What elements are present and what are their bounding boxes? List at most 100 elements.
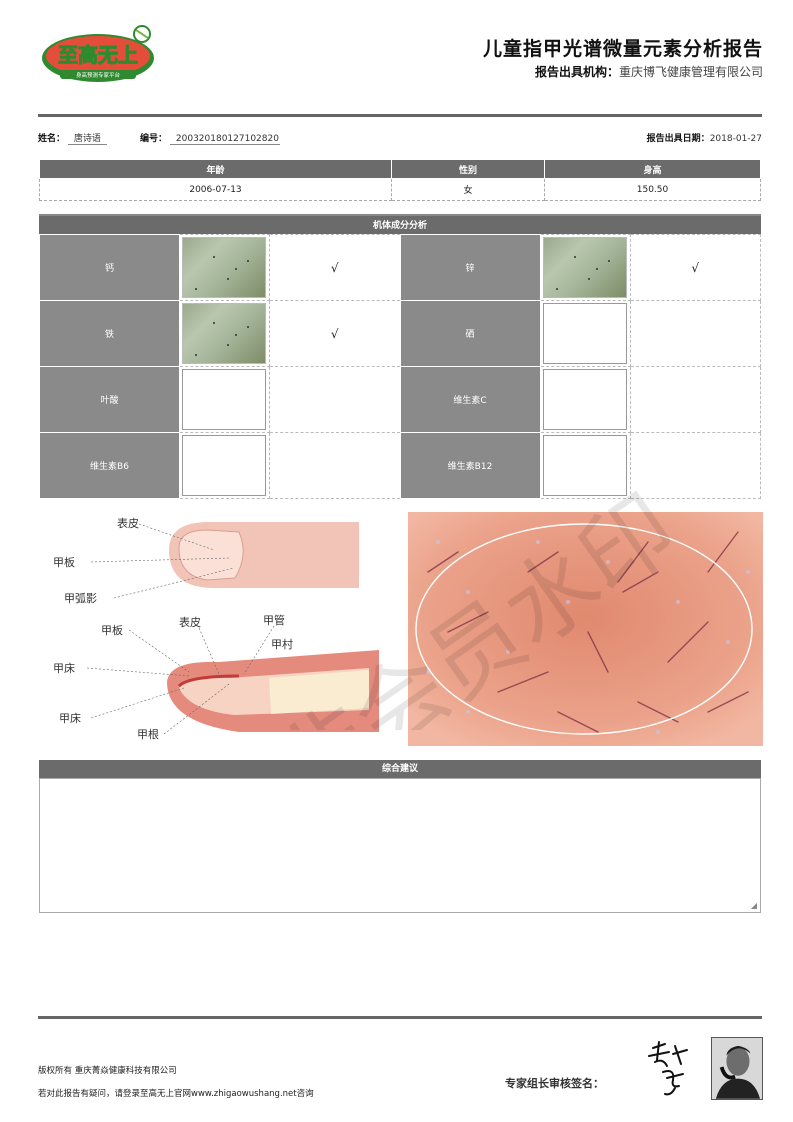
sample-speck xyxy=(235,334,237,336)
element-table: 钙 √ 锌 √ 铁 √ 硒叶酸 维生素C 维生素B6 维生素B12 xyxy=(39,234,761,499)
sample-speck xyxy=(555,288,558,290)
label-nail-plate: 甲板 xyxy=(53,555,75,569)
label-nail-bed-2: 甲床 xyxy=(59,711,81,725)
element-name-right: 硒 xyxy=(399,300,541,367)
sample-speck xyxy=(247,260,249,262)
element-image-cell xyxy=(539,300,631,367)
brand-logo: 至高无上 身高预测专家平台 xyxy=(42,25,154,82)
empty-image-slot xyxy=(542,303,627,364)
patient-name-group: 姓名： 唐诗语 xyxy=(38,131,107,145)
label-lunula: 甲弧影 xyxy=(64,591,97,605)
element-image-cell xyxy=(179,300,270,367)
header-divider xyxy=(38,114,762,117)
height-header: 身高 xyxy=(544,159,761,179)
name-label: 姓名： xyxy=(38,134,66,144)
copyright-text: 版权所有 重庆菁焱健康科技有限公司 xyxy=(38,1066,177,1076)
gender-header: 性别 xyxy=(391,159,545,179)
sample-speck xyxy=(195,288,197,290)
sample-speck xyxy=(573,256,576,258)
analysis-title: 机体成分分析 xyxy=(39,214,761,234)
element-row: 维生素B6 维生素B12 xyxy=(39,432,761,499)
element-image-cell xyxy=(539,234,631,301)
label-nail-lining: 甲村 xyxy=(271,637,293,651)
element-name-left: 维生素B6 xyxy=(39,432,180,499)
org-name: 重庆博飞健康管理有限公司 xyxy=(618,65,763,79)
gender-value: 女 xyxy=(391,178,545,201)
element-name-left: 铁 xyxy=(39,300,180,367)
sample-speck xyxy=(213,256,215,258)
nail-sample-image xyxy=(542,237,627,298)
empty-image-slot xyxy=(182,369,266,430)
element-image-cell xyxy=(179,366,270,433)
element-check-mark: √ xyxy=(269,300,401,367)
element-check-mark xyxy=(629,366,761,433)
element-check-mark xyxy=(629,432,761,499)
element-check-mark: √ xyxy=(269,234,401,301)
report-number: 200320180127102820 xyxy=(169,134,280,145)
nail-anatomy-diagram: 表皮 甲板 甲弧影 甲板 表皮 甲管 甲村 甲床 甲床 甲根 xyxy=(53,516,379,741)
signature-label: 专家组长审核签名： xyxy=(505,1077,604,1090)
sample-speck xyxy=(235,268,237,270)
element-image-cell xyxy=(539,366,631,433)
element-name-right: 维生素B12 xyxy=(399,432,541,499)
element-name-right: 锌 xyxy=(399,234,541,301)
empty-image-slot xyxy=(542,435,627,496)
height-value: 150.50 xyxy=(544,178,761,201)
sample-speck xyxy=(227,278,229,280)
sample-speck xyxy=(247,326,249,328)
advice-textarea[interactable]: ◢ xyxy=(39,778,761,913)
logo-tagline: 身高预测专家平台 xyxy=(76,71,121,79)
report-title: 儿童指甲光谱微量元素分析报告 xyxy=(482,38,763,60)
element-check-mark xyxy=(629,300,761,367)
number-label: 编号： xyxy=(140,134,168,144)
sample-speck xyxy=(195,354,197,356)
element-image-cell xyxy=(179,432,270,499)
sample-speck xyxy=(587,278,590,280)
date-label: 报告出具日期： xyxy=(646,134,710,144)
composition-analysis: 机体成分分析 钙 √ 锌 √ 铁 √ 硒叶酸 维生素C 维生素B6 维生素B12 xyxy=(39,214,761,499)
sample-speck xyxy=(227,344,229,346)
expert-photo xyxy=(711,1037,763,1100)
org-label: 报告出具机构： xyxy=(534,65,619,79)
element-row: 铁 √ 硒 xyxy=(39,300,761,367)
element-row: 钙 √ 锌 √ xyxy=(39,234,761,301)
sample-speck xyxy=(213,322,215,324)
element-image-cell xyxy=(179,234,270,301)
element-name-left: 钙 xyxy=(39,234,180,301)
contact-note: 若对此报告有疑问，请登录至高无上官网www.zhigaowushang.net咨… xyxy=(38,1089,314,1099)
element-name-right: 维生素C xyxy=(399,366,541,433)
nail-sample-image xyxy=(182,303,266,364)
element-row: 叶酸 维生素C xyxy=(39,366,761,433)
age-value: 2006-07-13 xyxy=(39,178,392,201)
element-check-mark: √ xyxy=(629,234,761,301)
report-date-group: 报告出具日期：2018-01-27 xyxy=(647,131,762,144)
nail-micrograph xyxy=(408,512,763,746)
element-image-cell xyxy=(539,432,631,499)
basic-info-table: 年龄 性别 身高 2006-07-13 女 150.50 xyxy=(39,159,761,201)
sample-speck xyxy=(595,268,598,270)
patient-info: 姓名： 唐诗语 编号： 200320180127102820 报告出具日期：20… xyxy=(38,131,762,149)
label-epidermis: 表皮 xyxy=(117,516,139,530)
label-epidermis-2: 表皮 xyxy=(179,615,201,629)
element-check-mark xyxy=(269,432,401,499)
resize-handle-icon[interactable]: ◢ xyxy=(750,901,757,910)
overall-advice: 综合建议 ◢ xyxy=(39,760,761,913)
logo-text: 至高无上 xyxy=(58,43,138,67)
report-org: 报告出具机构：重庆博飞健康管理有限公司 xyxy=(535,63,763,80)
label-nail-tube: 甲管 xyxy=(263,613,285,627)
patient-name: 唐诗语 xyxy=(67,131,107,145)
label-nail-plate-2: 甲板 xyxy=(101,623,123,637)
footer-divider xyxy=(38,1016,762,1019)
element-check-mark xyxy=(269,366,401,433)
empty-image-slot xyxy=(182,435,266,496)
report-number-group: 编号： 200320180127102820 xyxy=(140,131,280,145)
element-name-left: 叶酸 xyxy=(39,366,180,433)
empty-image-slot xyxy=(542,369,627,430)
report-date: 2018-01-27 xyxy=(709,134,762,144)
age-header: 年龄 xyxy=(39,159,392,179)
label-nail-root: 甲根 xyxy=(137,727,159,741)
expert-signature xyxy=(648,1041,688,1096)
label-nail-bed: 甲床 xyxy=(53,661,75,675)
nail-sample-image xyxy=(182,237,266,298)
sample-speck xyxy=(607,260,610,262)
